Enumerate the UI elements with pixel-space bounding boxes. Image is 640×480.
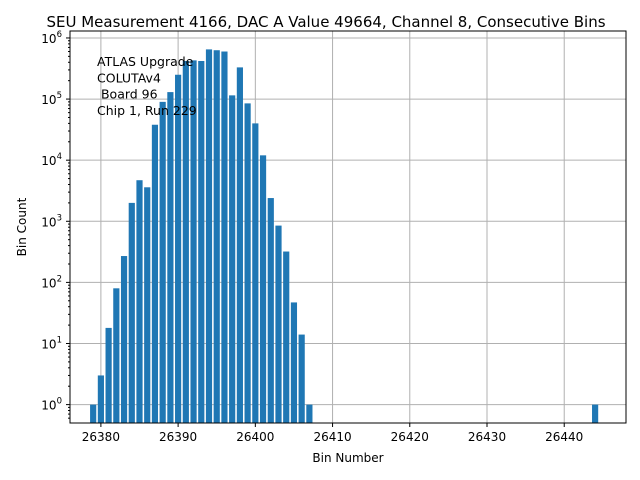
bar	[90, 404, 97, 423]
y-tick-base: 10	[41, 93, 56, 107]
y-tick-base: 10	[41, 399, 56, 413]
x-axis-label: Bin Number	[312, 451, 383, 465]
x-tick-label: 26430	[468, 430, 506, 444]
bar	[190, 60, 197, 423]
bar	[113, 288, 120, 423]
y-tick-label: 101	[41, 335, 62, 351]
x-tick-label: 26410	[313, 430, 351, 444]
y-tick-exponent: 0	[57, 397, 62, 407]
bar	[275, 225, 282, 423]
chart-title: SEU Measurement 4166, DAC A Value 49664,…	[46, 13, 605, 31]
bar	[205, 49, 213, 423]
y-tick-exponent: 6	[57, 30, 62, 40]
bar	[259, 155, 267, 424]
annotation-line: Chip 1, Run 229	[97, 103, 197, 118]
bar	[182, 60, 189, 423]
y-tick-base: 10	[41, 154, 56, 168]
x-tick-label: 26380	[82, 430, 120, 444]
y-tick-base: 10	[41, 32, 56, 46]
bar	[175, 74, 182, 423]
x-tick-label: 26400	[236, 430, 274, 444]
annotation-line: Board 96	[97, 87, 158, 102]
bar	[151, 124, 159, 423]
bar	[120, 256, 128, 423]
y-tick-base: 10	[41, 215, 56, 229]
bar	[283, 251, 290, 423]
x-tick-label: 26420	[391, 430, 429, 444]
bar	[144, 187, 151, 423]
y-tick-exponent: 1	[57, 335, 62, 345]
bar	[244, 103, 251, 423]
bar	[236, 67, 243, 424]
bar	[213, 50, 220, 423]
y-axis-label: Bin Count	[15, 197, 29, 256]
bar	[252, 123, 259, 423]
y-tick-exponent: 2	[57, 274, 62, 284]
bar	[298, 334, 305, 423]
bar	[136, 180, 143, 423]
y-tick-exponent: 3	[57, 213, 62, 223]
y-tick-label: 105	[41, 91, 62, 107]
bar	[290, 302, 298, 423]
y-tick-label: 100	[41, 397, 62, 413]
bar	[105, 327, 112, 423]
y-tick-label: 103	[41, 213, 62, 229]
y-tick-base: 10	[41, 276, 56, 290]
y-tick-label: 104	[41, 152, 62, 168]
y-tick-exponent: 5	[57, 91, 62, 101]
bar	[306, 404, 313, 423]
bar	[159, 101, 166, 424]
bar	[167, 92, 174, 424]
bar	[198, 60, 205, 423]
bar	[221, 51, 228, 424]
bar	[128, 202, 135, 423]
annotation-line: COLUTAv4	[97, 70, 161, 85]
bar	[592, 404, 599, 423]
y-tick-label: 106	[41, 30, 62, 46]
x-tick-label: 26390	[159, 430, 197, 444]
y-tick-label: 102	[41, 274, 62, 290]
bars	[90, 49, 599, 424]
y-tick-exponent: 4	[57, 152, 62, 162]
bar	[267, 198, 274, 423]
annotation-line: ATLAS Upgrade	[97, 54, 194, 69]
bar	[229, 95, 236, 423]
bar	[97, 375, 104, 423]
x-axis-ticks: 26380 26390 26400 26410 26420 26430 26440	[82, 423, 583, 444]
x-tick-label: 26440	[545, 430, 583, 444]
y-tick-base: 10	[41, 337, 56, 351]
